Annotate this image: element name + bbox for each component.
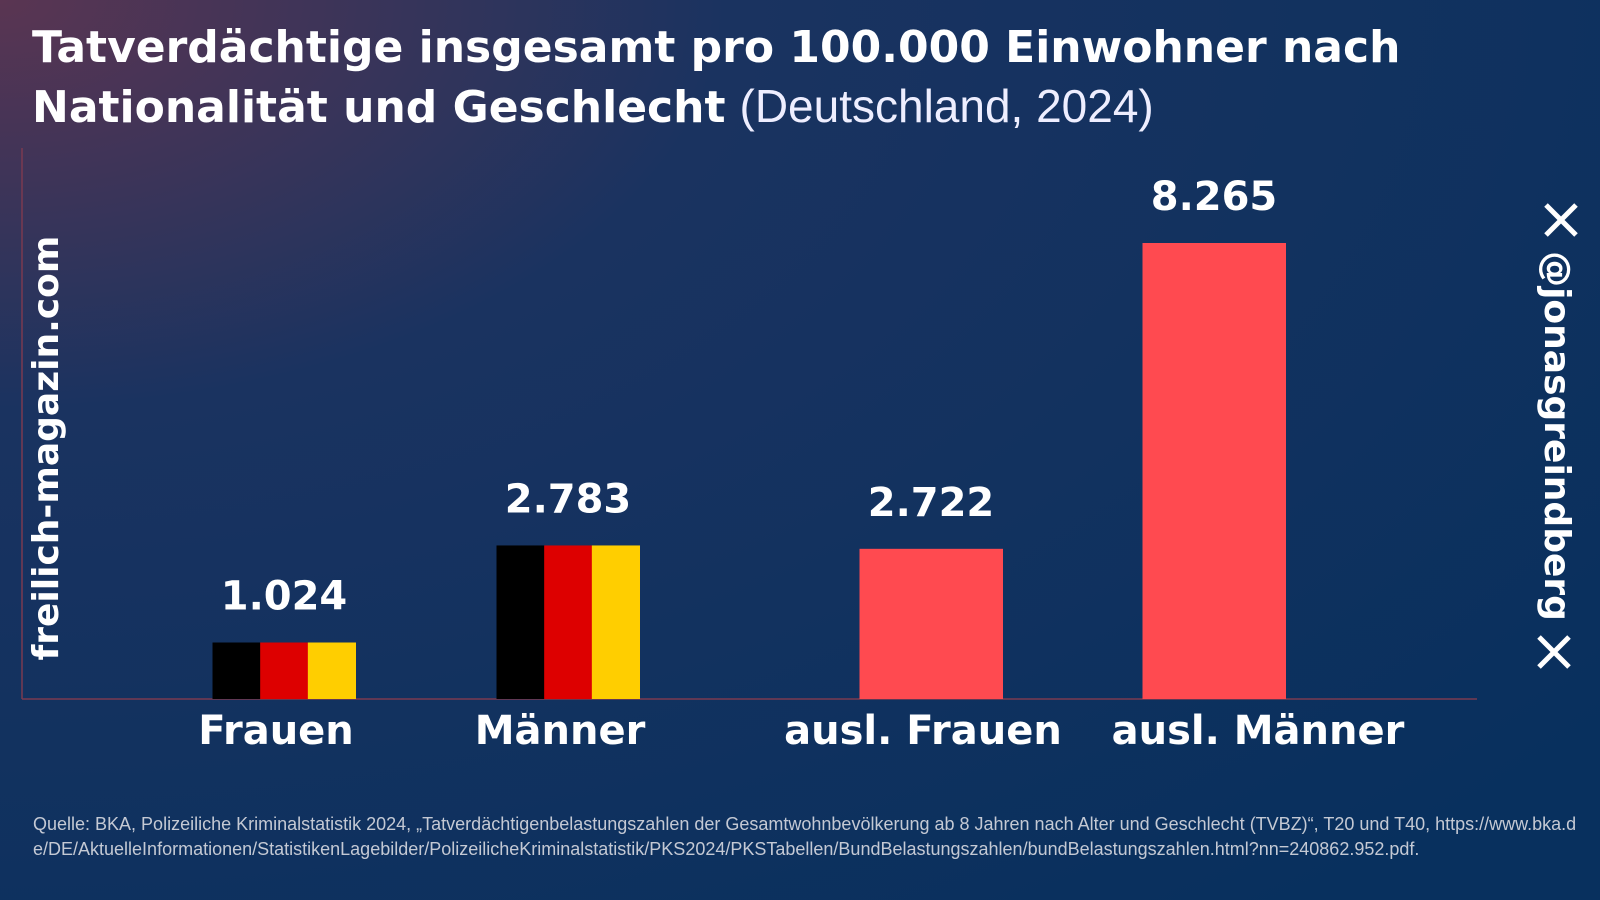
- x-logo: [1537, 203, 1578, 669]
- bar: [859, 548, 1003, 699]
- bar-stripe: [544, 545, 593, 699]
- watermark: @jonasgreindberg: [1536, 251, 1577, 621]
- title: Tatverdächtige insgesamt pro 100.000 Ein…: [32, 18, 1472, 137]
- bar: [1142, 243, 1286, 699]
- bar-stripe: [859, 548, 1003, 699]
- x-tick-label: Männer: [475, 708, 646, 754]
- bar-stripe: [307, 642, 356, 699]
- x-tick-label: ausl. Frauen: [784, 708, 1062, 754]
- chart-title: Tatverdächtige insgesamt pro 100.000 Ein…: [32, 22, 1401, 133]
- bar: [496, 545, 640, 699]
- value-label: 1.024: [221, 574, 348, 620]
- value-label: 2.722: [868, 480, 995, 526]
- chart-subtitle: (Deutschland, 2024): [739, 80, 1154, 132]
- value-label: 2.783: [505, 476, 632, 522]
- bar-stripe: [212, 642, 261, 699]
- x-tick-label: ausl. Männer: [1112, 708, 1405, 754]
- bar: [212, 642, 356, 699]
- value-label: 8.265: [1151, 174, 1278, 220]
- bar-stripe: [591, 545, 640, 699]
- source: Quelle: BKA, Polizeiliche Kriminalstatis…: [33, 814, 1577, 859]
- watermark: freilich-magazin.com: [26, 236, 67, 661]
- bar-stripe: [260, 642, 309, 699]
- x-tick-label: Frauen: [198, 708, 354, 754]
- bar-stripe: [1142, 243, 1286, 699]
- bar-stripe: [496, 545, 545, 699]
